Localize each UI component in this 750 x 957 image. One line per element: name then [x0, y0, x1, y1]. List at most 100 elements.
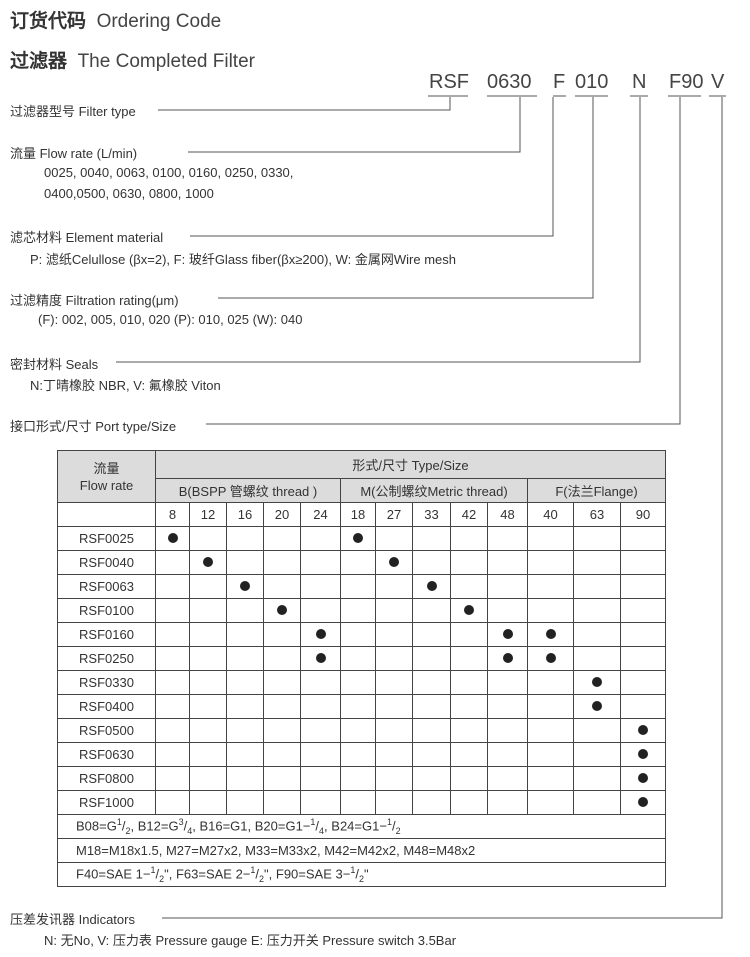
size-cell	[573, 790, 621, 815]
type-size-header: 形式/尺寸 Type/Size	[155, 450, 666, 479]
field-filtration-rating: 过滤精度 Filtration rating(μm)	[10, 293, 179, 308]
size-cell	[375, 550, 413, 575]
table-row: RSF0040	[57, 550, 666, 575]
size-cell	[300, 790, 341, 815]
size-note: M18=M18x1.5, M27=M27x2, M33=M33x2, M42=M…	[57, 838, 666, 863]
size-cell	[226, 766, 264, 791]
table-row: RSF0500	[57, 718, 666, 743]
size-cell	[189, 598, 227, 623]
size-cell	[155, 694, 190, 719]
available-dot-icon	[426, 581, 437, 591]
size-cell	[573, 670, 621, 695]
size-cell	[263, 526, 301, 551]
table-row: RSF0063	[57, 574, 666, 599]
table-row: RSF0330	[57, 670, 666, 695]
group-flange: F(法兰Flange)	[527, 478, 666, 503]
size-cell	[263, 574, 301, 599]
size-cell	[155, 718, 190, 743]
size-cell	[375, 694, 413, 719]
size-cell	[450, 574, 488, 599]
size-cell	[573, 742, 621, 767]
size-cell	[226, 574, 264, 599]
available-dot-icon	[638, 773, 648, 783]
filtration-rating-values: (F): 002, 005, 010, 020 (P): 010, 025 (W…	[38, 312, 303, 327]
size-cell	[300, 694, 341, 719]
available-dot-icon	[277, 605, 287, 615]
size-cell	[450, 790, 488, 815]
size-cell	[573, 718, 621, 743]
size-note: B08=G1/2, B12=G3/4, B16=G1, B20=G1−1/4, …	[57, 814, 666, 839]
available-dot-icon	[464, 605, 474, 615]
size-cell	[527, 574, 574, 599]
model-cell: RSF0500	[57, 718, 156, 743]
size-cell	[573, 550, 621, 575]
size-cell	[300, 670, 341, 695]
size-cell	[189, 718, 227, 743]
size-cell	[263, 646, 301, 671]
size-cell	[620, 766, 666, 791]
size-cell	[263, 670, 301, 695]
table-row: RSF0160	[57, 622, 666, 647]
ordering-code-title: 订货代码 Ordering Code	[10, 10, 222, 32]
size-cell	[620, 670, 666, 695]
size-cell	[300, 742, 341, 767]
available-dot-icon	[389, 557, 399, 567]
size-cell	[620, 574, 666, 599]
size-cell	[527, 670, 574, 695]
size-cell	[155, 598, 190, 623]
size-cell	[340, 574, 376, 599]
available-dot-icon	[545, 629, 556, 639]
size-cell	[155, 790, 190, 815]
code-port: F90	[669, 71, 704, 93]
size-cell	[620, 742, 666, 767]
available-dot-icon	[545, 653, 556, 663]
size-header: 40	[527, 502, 574, 527]
code-seal: N	[632, 71, 647, 93]
size-cell	[412, 574, 451, 599]
size-cell	[300, 622, 341, 647]
size-cell	[620, 646, 666, 671]
size-cell	[300, 574, 341, 599]
size-cell	[375, 718, 413, 743]
size-cell	[573, 766, 621, 791]
size-cell	[412, 646, 451, 671]
size-cell	[226, 550, 264, 575]
table-row: RSF0400	[57, 694, 666, 719]
size-cell	[226, 718, 264, 743]
size-cell	[189, 646, 227, 671]
size-cell	[450, 598, 488, 623]
size-cell	[487, 790, 528, 815]
size-cell	[412, 550, 451, 575]
model-cell: RSF0630	[57, 742, 156, 767]
size-cell	[155, 526, 190, 551]
size-cell	[263, 598, 301, 623]
size-cell	[620, 550, 666, 575]
size-cell	[226, 742, 264, 767]
available-dot-icon	[240, 581, 250, 591]
size-cell	[527, 622, 574, 647]
size-header: 8	[155, 502, 190, 527]
size-cell	[487, 622, 528, 647]
size-cell	[263, 766, 301, 791]
available-dot-icon	[638, 749, 648, 759]
size-cell	[340, 718, 376, 743]
model-cell: RSF0040	[57, 550, 156, 575]
flow-rate-values-1: 0025, 0040, 0063, 0100, 0160, 0250, 0330…	[44, 165, 294, 180]
size-cell	[263, 718, 301, 743]
size-cell	[375, 622, 413, 647]
size-cell	[527, 526, 574, 551]
size-cell	[375, 790, 413, 815]
size-cell	[155, 742, 190, 767]
size-cell	[573, 526, 621, 551]
size-cell	[300, 550, 341, 575]
size-cell	[487, 526, 528, 551]
size-cell	[226, 598, 264, 623]
element-material-values: P: 滤纸Celullose (βx=2), F: 玻纤Glass fiber(…	[30, 252, 457, 267]
size-cell	[226, 622, 264, 647]
size-cell	[573, 598, 621, 623]
size-cell	[412, 694, 451, 719]
size-cell	[189, 694, 227, 719]
size-cell	[155, 766, 190, 791]
